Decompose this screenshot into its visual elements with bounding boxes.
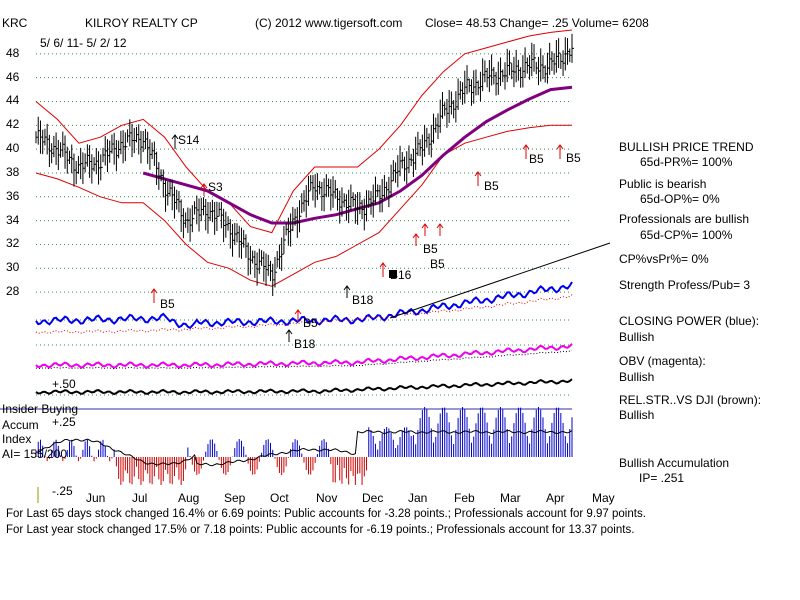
price-tick-label: 40 (6, 141, 20, 156)
footer-last-year: For Last year stock changed 17.5% or 7.1… (6, 524, 635, 536)
signal-arrowhead (343, 285, 351, 291)
insider-buying-label: Insider Buying (2, 402, 79, 416)
signal-b18: B18 (352, 293, 374, 307)
price-tick-label: 36 (6, 188, 20, 203)
month-label: May (592, 491, 615, 505)
price-tick-label: 38 (6, 164, 20, 179)
month-label: Jul (132, 491, 148, 505)
relative-strength-line (35, 378, 573, 396)
price-tick-label: 28 (6, 284, 20, 299)
signal-arrowhead (474, 171, 482, 177)
month-label: Jan (408, 491, 428, 505)
accumulation-histogram (35, 407, 573, 485)
signal-b5: B5 (566, 151, 581, 165)
signal-b5: B5 (484, 179, 499, 193)
scale-minus-25: -.25 (52, 484, 73, 498)
scale-plus-50: +.50 (52, 377, 76, 391)
ticker-symbol: KRC (2, 16, 28, 30)
obv-value: Bullish (619, 370, 655, 384)
lower-band-line (35, 124, 572, 287)
scale-plus-25: +.25 (52, 415, 76, 429)
quote-summary: Close= 48.53 Change= .25 Volume= 6208 (425, 16, 649, 30)
price-tick-label: 42 (6, 117, 20, 132)
month-label: Sep (224, 491, 246, 505)
closing-power-trendline (389, 242, 611, 319)
signal-arrowhead (522, 144, 530, 150)
month-label: Nov (316, 491, 338, 505)
month-label: Dec (362, 491, 384, 505)
pro-value: 65d-CP%= 100% (640, 228, 733, 242)
obv-title: OBV (magenta): (619, 354, 706, 368)
signal-arrowhead (294, 309, 302, 315)
price-tick-label: 30 (6, 260, 20, 275)
price-tick-label: 46 (6, 69, 20, 84)
signal-arrowhead (150, 288, 158, 294)
month-label: Feb (454, 491, 475, 505)
month-label: Oct (270, 491, 289, 505)
copyright: (C) 2012 www.tigersoft.com (255, 16, 403, 30)
signal-arrowhead (412, 233, 420, 239)
pro-title: Professionals are bullish (619, 212, 750, 226)
closing-power-value: Bullish (619, 330, 655, 344)
date-range: 5/ 6/ 11- 5/ 2/ 12 (40, 36, 127, 50)
signal-arrows (150, 134, 564, 342)
public-value: 65d-OP%= 0% (640, 192, 720, 206)
month-label: Apr (546, 491, 565, 505)
upper-band-line (35, 29, 573, 234)
signal-arrowhead (421, 223, 429, 229)
closing-power-ma (35, 294, 573, 334)
price-tick-label: 32 (6, 236, 20, 251)
indicator-panels (35, 242, 611, 396)
month-label: Aug (178, 491, 200, 505)
signal-arrowhead (200, 183, 208, 189)
cp-vs-pr: CP%vsPr%= 0% (619, 252, 709, 266)
signal-arrowhead (171, 134, 179, 140)
trend-value: 65d-PR%= 100% (640, 155, 733, 169)
obv-ma (35, 349, 573, 370)
signal-arrowhead (556, 144, 564, 150)
price-tick-label: 48 (6, 45, 20, 60)
month-label: Mar (500, 491, 521, 505)
accum-ip-value: IP= .251 (639, 471, 685, 485)
index-label: Index (2, 432, 32, 446)
strength-ratio: Strength Profess/Pub= 3 (619, 278, 751, 292)
signal-arrowhead (285, 329, 293, 335)
closing-power-title: CLOSING POWER (blue): (619, 314, 760, 328)
signal-b5: B5 (529, 152, 544, 166)
signal-b5: B5 (423, 242, 438, 256)
accum-label: Accum (2, 418, 39, 432)
relstr-title: REL.STR..VS DJI (brown): (619, 393, 762, 407)
closing-power-line (35, 281, 573, 330)
relstr-value: Bullish (619, 408, 655, 422)
signal-arrowhead (436, 223, 444, 229)
footer-65-days: For Last 65 days stock changed 16.4% or … (6, 508, 646, 520)
company-name: KILROY REALTY CP (85, 16, 198, 30)
accum-title: Bullish Accumulation (619, 456, 730, 470)
accumulation-ma-line (35, 429, 573, 467)
signal-b18: B18 (294, 337, 316, 351)
month-label: Jun (86, 491, 106, 505)
ai-value: AI= 155/200 (2, 447, 68, 461)
signal-b5: B5 (160, 297, 175, 311)
signal-arrowhead (379, 262, 387, 268)
signal-s3: S3 (208, 180, 223, 194)
signal-b16: B16 (390, 268, 412, 282)
price-tick-label: 44 (6, 93, 20, 108)
obv-line (35, 343, 573, 369)
signal-b5: B5 (303, 316, 318, 330)
trend-title: BULLISH PRICE TREND (619, 140, 754, 154)
price-bars (35, 33, 574, 296)
public-title: Public is bearish (619, 177, 707, 191)
price-tick-label: 34 (6, 212, 20, 227)
signal-marker (389, 270, 397, 278)
signal-b5: B5 (430, 257, 445, 271)
signal-s14: S14 (178, 133, 200, 147)
